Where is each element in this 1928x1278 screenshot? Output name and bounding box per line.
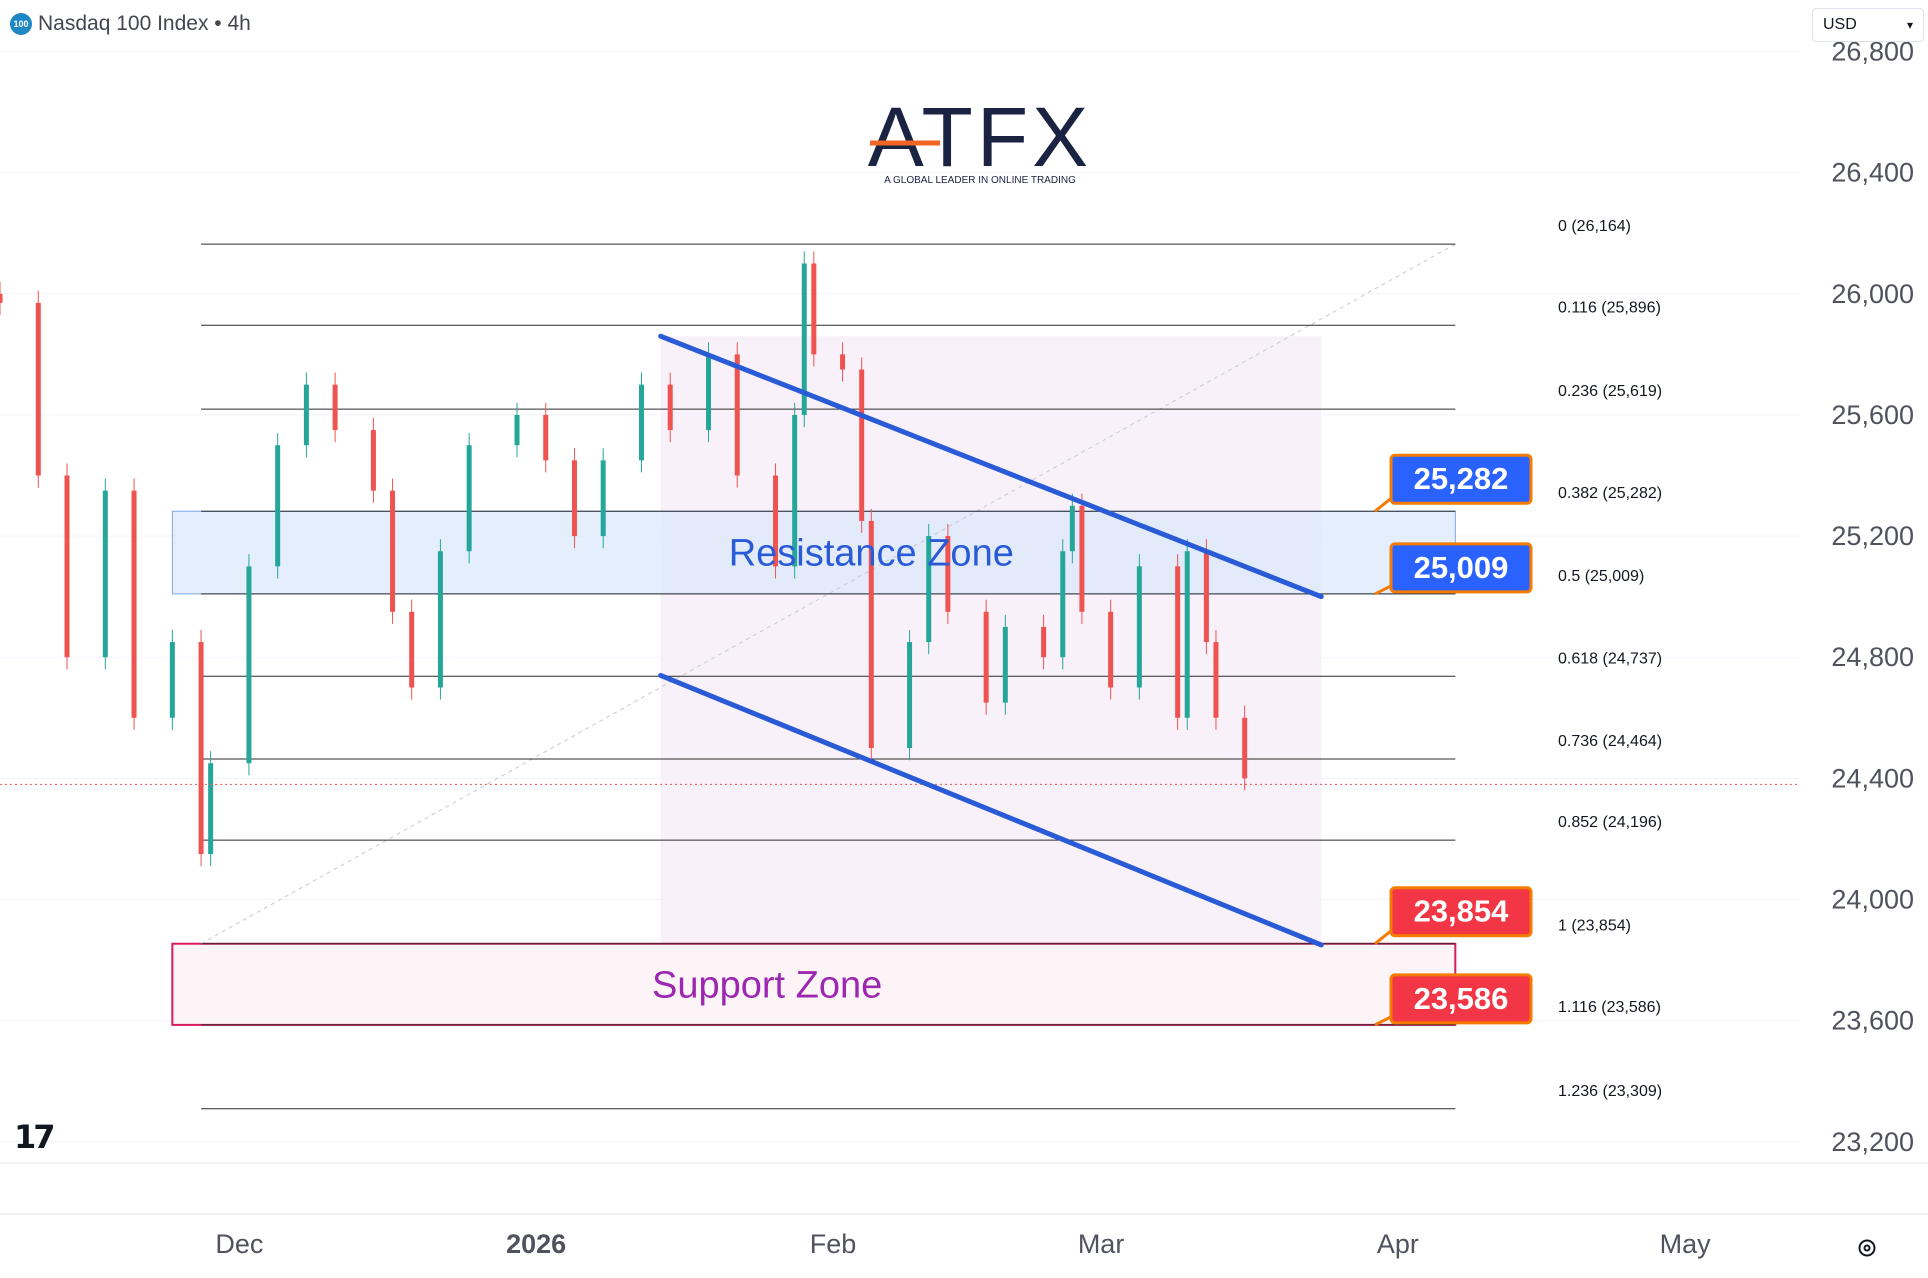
fib-level-label: 0 (26,164) xyxy=(1558,218,1631,235)
price-callout xyxy=(1389,886,1533,938)
candle xyxy=(303,384,309,446)
candle xyxy=(514,414,520,446)
candle xyxy=(1242,717,1248,779)
fib-level-label: 0.852 (24,196) xyxy=(1558,814,1662,831)
candle xyxy=(409,611,415,688)
fib-level-label: 0.736 (24,464) xyxy=(1558,733,1662,750)
support-zone-label: Support Zone xyxy=(652,964,882,1006)
candle xyxy=(983,611,989,703)
candle xyxy=(370,430,376,491)
candle xyxy=(1136,566,1142,688)
resistance-zone-label: Resistance Zone xyxy=(729,533,1014,575)
candle xyxy=(773,475,779,567)
candle xyxy=(332,384,338,431)
candle xyxy=(1069,505,1075,552)
candle xyxy=(706,354,712,431)
candle xyxy=(390,490,396,612)
chevron-down-icon: ▾ xyxy=(1906,18,1913,32)
candle xyxy=(945,536,951,612)
x-tick-label: 2026 xyxy=(506,1229,566,1259)
currency-selector[interactable]: USD ▾ xyxy=(1812,8,1924,42)
channel-lower-line xyxy=(658,672,1324,948)
candle xyxy=(638,384,644,461)
fib-level-label: 0.116 (25,896) xyxy=(1558,299,1661,316)
candle xyxy=(1184,551,1190,718)
y-tick-label: 24,000 xyxy=(1831,885,1914,915)
candle xyxy=(1060,551,1066,658)
price-callout-text: 23,586 xyxy=(1414,981,1509,1016)
candle xyxy=(198,642,204,855)
candle xyxy=(667,384,673,431)
price-callout-text: 25,282 xyxy=(1414,461,1509,496)
candle xyxy=(208,763,214,855)
price-callout-text: 25,009 xyxy=(1414,550,1509,585)
candle xyxy=(792,414,798,567)
candle xyxy=(102,490,108,658)
candle xyxy=(907,642,913,749)
candle xyxy=(801,263,807,415)
candle xyxy=(868,520,874,749)
candle xyxy=(466,445,472,552)
candle xyxy=(1041,626,1047,658)
candle xyxy=(1213,642,1219,718)
x-tick-label: Dec xyxy=(215,1229,263,1259)
candle xyxy=(926,536,932,643)
candle xyxy=(437,551,443,688)
candle xyxy=(543,414,549,461)
candle xyxy=(1108,611,1114,688)
x-tick-label: Feb xyxy=(810,1229,857,1259)
y-tick-label: 23,200 xyxy=(1831,1127,1914,1157)
candle xyxy=(64,475,70,658)
candle xyxy=(0,293,3,303)
candle xyxy=(840,354,846,370)
candle xyxy=(275,445,281,567)
chart-title: Nasdaq 100 Index • 4h xyxy=(38,12,251,35)
x-tick-label: Mar xyxy=(1078,1229,1125,1259)
y-tick-label: 26,400 xyxy=(1831,158,1914,188)
candle xyxy=(1002,626,1008,703)
fib-level-label: 0.5 (25,009) xyxy=(1558,568,1644,585)
channel-upper-line xyxy=(658,333,1324,600)
price-callout xyxy=(1389,453,1533,505)
fib-level-label: 1.236 (23,309) xyxy=(1558,1083,1662,1100)
candle xyxy=(571,460,577,537)
candle xyxy=(859,369,865,521)
tradingview-logo-icon[interactable]: 17 xyxy=(14,1118,55,1156)
price-callout-text: 23,854 xyxy=(1414,894,1510,929)
candle xyxy=(131,490,137,718)
channel-area xyxy=(660,336,1322,945)
y-tick-label: 24,400 xyxy=(1831,763,1914,793)
candle xyxy=(811,263,817,355)
candle xyxy=(600,460,606,537)
y-tick-label: 25,600 xyxy=(1831,400,1914,430)
y-tick-label: 24,800 xyxy=(1831,642,1914,672)
resistance-zone xyxy=(171,510,1456,595)
candle xyxy=(1079,505,1085,612)
price-callout xyxy=(1389,973,1533,1025)
chart-header: 100 Nasdaq 100 Index • 4h xyxy=(10,12,251,36)
atfx-logo-text: ATFX xyxy=(868,90,1092,184)
currency-label: USD xyxy=(1823,16,1857,33)
y-tick-label: 26,000 xyxy=(1831,279,1914,309)
price-callout xyxy=(1389,542,1533,594)
x-tick-label: May xyxy=(1660,1229,1712,1259)
y-tick-label: 25,200 xyxy=(1831,521,1914,551)
symbol-badge: 100 xyxy=(10,13,32,35)
fib-level-label: 0.618 (24,737) xyxy=(1558,650,1662,667)
candle xyxy=(35,302,41,476)
x-tick-label: Apr xyxy=(1377,1229,1419,1259)
fib-level-label: 0.236 (25,619) xyxy=(1558,383,1662,400)
candle xyxy=(246,566,252,764)
candle xyxy=(1203,551,1209,643)
fib-level-label: 1 (23,854) xyxy=(1558,918,1631,935)
candle xyxy=(734,354,740,476)
fib-level-label: 0.382 (25,282) xyxy=(1558,485,1662,502)
y-tick-label: 23,600 xyxy=(1831,1006,1914,1036)
candle xyxy=(1175,566,1181,718)
candle xyxy=(169,642,175,718)
atfx-logo-tagline: A GLOBAL LEADER IN ONLINE TRADING xyxy=(884,175,1076,186)
settings-gear-icon[interactable] xyxy=(1855,1236,1879,1260)
fib-level-label: 1.116 (23,586) xyxy=(1558,999,1661,1016)
